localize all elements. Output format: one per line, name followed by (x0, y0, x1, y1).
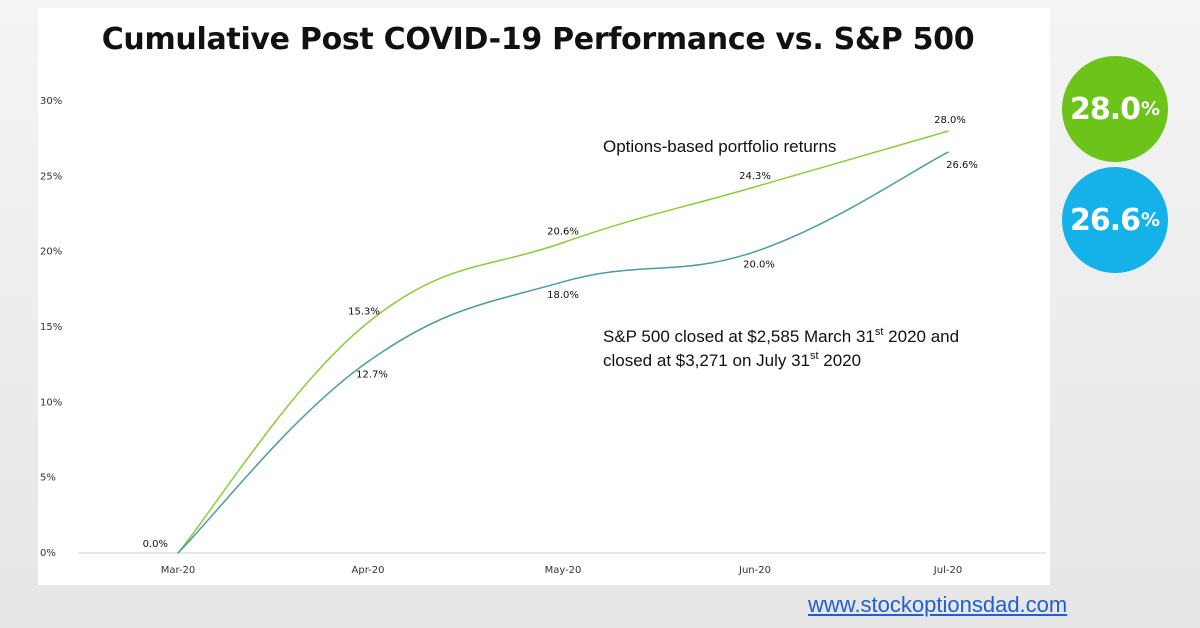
x-tick-label: Apr-20 (352, 565, 385, 576)
sp500-return-badge: 26.6% (1062, 167, 1168, 273)
annotation-text-part: 2020 (819, 351, 862, 370)
data-label: 20.6% (547, 227, 579, 238)
y-tick-label: 15% (40, 322, 62, 333)
options-return-badge: 28.0% (1062, 56, 1168, 162)
data-point (367, 321, 369, 324)
data-point (562, 281, 564, 283)
options-return-unit: % (1140, 98, 1161, 120)
line-chart: 0% 5% 10% 15% 20% 25% 30% Mar-20 Apr-20 May-20 Jun… (40, 96, 1046, 576)
data-label: 15.3% (348, 306, 380, 317)
y-tick-label: 0% (40, 548, 56, 559)
y-tick-label: 25% (40, 171, 62, 182)
y-tick-label: 5% (40, 473, 56, 484)
x-tick-label: Jun-20 (738, 565, 771, 576)
options-return-value: 28.0 (1069, 91, 1141, 127)
annotation-text: closed at $3,271 on July 31st 2020 (603, 350, 861, 370)
chart-title: Cumulative Post COVID-19 Performance vs.… (101, 22, 975, 57)
data-point (562, 241, 564, 244)
series-name-label: Options-based portfolio returns (603, 137, 836, 156)
sp500-return-value: 26.6 (1069, 202, 1141, 238)
data-label: 0.0% (143, 539, 168, 550)
data-point (754, 250, 756, 253)
data-point (947, 130, 949, 132)
data-point (367, 360, 369, 363)
series-line-1 (177, 130, 949, 554)
annotation-superscript: st (875, 326, 884, 338)
website-link[interactable]: www.stockoptionsdad.com (808, 592, 1068, 617)
data-point (177, 552, 179, 554)
x-tick-label: Jul-20 (933, 565, 962, 576)
sp500-return-unit: % (1140, 209, 1161, 231)
chart-panel: Cumulative Post COVID-19 Performance vs.… (38, 8, 1050, 585)
data-point (947, 151, 949, 154)
data-label: 20.0% (743, 260, 775, 271)
data-label: 28.0% (934, 115, 966, 126)
data-label: 18.0% (547, 290, 579, 301)
annotation-text: S&P 500 closed at $2,585 March 31st 2020… (603, 326, 959, 346)
annotation-text-part: S&P 500 closed at $2,585 March 31 (603, 327, 875, 346)
annotation-text-part: closed at $3,271 on July 31 (603, 351, 810, 370)
data-label: 12.7% (356, 370, 388, 381)
y-tick-label: 10% (40, 397, 62, 408)
y-tick-label: 30% (40, 96, 62, 107)
x-tick-label: Mar-20 (161, 565, 196, 576)
data-point (754, 186, 756, 188)
data-label: 24.3% (739, 171, 771, 182)
annotation-text-part: 2020 and (883, 327, 959, 346)
data-label: 26.6% (946, 160, 978, 171)
y-tick-label: 20% (40, 247, 62, 258)
x-tick-label: May-20 (545, 565, 582, 576)
annotation-superscript: st (810, 350, 819, 362)
